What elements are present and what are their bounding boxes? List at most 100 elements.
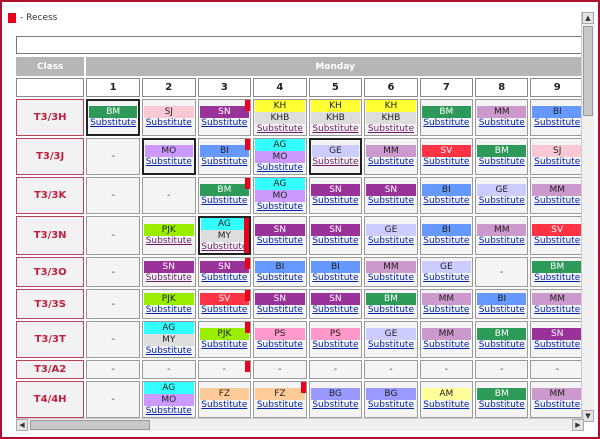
timetable-slot[interactable]: PJK Substitute — [141, 289, 196, 319]
timetable-slot[interactable]: - — [253, 360, 307, 379]
substitute-link[interactable]: Substitute — [423, 196, 470, 206]
timetable-slot[interactable]: MM Substitute — [364, 257, 418, 287]
timetable-slot[interactable]: MO Substitute — [141, 138, 196, 175]
substitute-link[interactable]: Substitute — [534, 236, 581, 246]
timetable-slot[interactable]: GE Substitute — [364, 216, 418, 255]
substitute-link[interactable]: Substitute — [312, 304, 359, 315]
timetable-slot[interactable]: KH KHB Substitute — [308, 99, 363, 136]
substitute-link[interactable]: Substitute — [367, 196, 414, 206]
timetable-slot[interactable]: GE Substitute — [475, 177, 529, 214]
timetable-slot[interactable]: SN Substitute — [253, 216, 307, 255]
substitute-link[interactable]: Substitute — [145, 118, 192, 128]
substitute-link[interactable]: Substitute — [367, 157, 414, 167]
substitute-link[interactable]: Substitute — [312, 272, 359, 283]
substitute-link[interactable]: Substitute — [478, 118, 525, 128]
timetable-slot[interactable]: SN Substitute — [530, 321, 584, 358]
substitute-link[interactable]: Substitute — [312, 340, 359, 350]
timetable-slot[interactable]: MM Substitute — [530, 381, 584, 418]
substitute-link[interactable]: Substitute — [534, 157, 581, 167]
vertical-scroll-thumb[interactable] — [583, 26, 593, 116]
timetable-slot[interactable]: MM Substitute — [364, 138, 418, 175]
substitute-link[interactable]: Substitute — [201, 400, 248, 410]
timetable-slot[interactable]: AG MY Substitute — [197, 216, 252, 255]
timetable-slot[interactable]: - — [86, 138, 140, 175]
timetable-slot[interactable]: GE Substitute — [364, 321, 418, 358]
scroll-right-icon[interactable]: ▶ — [572, 419, 584, 431]
timetable-slot[interactable]: - — [86, 360, 140, 379]
substitute-link[interactable]: Substitute — [367, 304, 414, 315]
timetable-slot[interactable]: - — [364, 360, 418, 379]
substitute-link[interactable]: Substitute — [145, 236, 192, 246]
substitute-link[interactable]: Substitute — [256, 272, 303, 283]
timetable-slot[interactable]: AG MO Substitute — [141, 381, 196, 418]
timetable-slot[interactable]: SV Substitute — [530, 216, 584, 255]
timetable-slot[interactable]: MM Substitute — [530, 289, 584, 319]
timetable-slot[interactable]: KH KHB Substitute — [364, 99, 418, 136]
timetable-slot[interactable]: SJ Substitute — [530, 138, 584, 175]
substitute-link[interactable]: Substitute — [256, 124, 303, 134]
timetable-slot[interactable]: SJ Substitute — [141, 99, 196, 136]
substitute-link[interactable]: Substitute — [367, 236, 414, 246]
timetable-slot[interactable]: PS Substitute — [308, 321, 363, 358]
substitute-link[interactable]: Substitute — [256, 400, 303, 410]
timetable-slot[interactable]: SN Substitute — [253, 289, 307, 319]
timetable-slot[interactable]: MM Substitute — [419, 321, 474, 358]
substitute-link[interactable]: Substitute — [256, 163, 303, 173]
timetable-slot[interactable]: - — [475, 360, 529, 379]
timetable-slot[interactable]: SN Substitute — [308, 216, 363, 255]
substitute-link[interactable]: Substitute — [145, 304, 192, 315]
timetable-slot[interactable]: MM Substitute — [475, 99, 529, 136]
filter-input[interactable] — [16, 36, 588, 54]
substitute-link[interactable]: Substitute — [201, 304, 248, 315]
substitute-link[interactable]: Substitute — [312, 196, 359, 206]
substitute-link[interactable]: Substitute — [534, 272, 581, 283]
substitute-link[interactable]: Substitute — [367, 340, 414, 350]
substitute-link[interactable]: Substitute — [201, 242, 248, 252]
substitute-link[interactable]: Substitute — [423, 400, 470, 410]
timetable-slot[interactable]: AG MY Substitute — [141, 321, 196, 358]
timetable-slot[interactable]: - — [86, 257, 140, 287]
substitute-link[interactable]: Substitute — [145, 346, 192, 356]
timetable-slot[interactable]: MM Substitute — [530, 177, 584, 214]
substitute-link[interactable]: Substitute — [256, 340, 303, 350]
vertical-scrollbar[interactable]: ▲ ▼ — [581, 12, 594, 422]
substitute-link[interactable]: Substitute — [534, 304, 581, 315]
substitute-link[interactable]: Substitute — [145, 157, 192, 167]
substitute-link[interactable]: Substitute — [423, 157, 470, 167]
substitute-link[interactable]: Substitute — [423, 340, 470, 350]
substitute-link[interactable]: Substitute — [367, 124, 414, 134]
substitute-link[interactable]: Substitute — [478, 236, 525, 246]
timetable-slot[interactable]: - — [86, 381, 140, 418]
timetable-slot[interactable]: MM Substitute — [475, 216, 529, 255]
timetable-slot[interactable]: - — [86, 177, 140, 214]
substitute-link[interactable]: Substitute — [423, 118, 470, 128]
scroll-down-icon[interactable]: ▼ — [582, 410, 594, 422]
timetable-slot[interactable]: AG MO Substitute — [253, 138, 307, 175]
substitute-link[interactable]: Substitute — [201, 157, 248, 167]
timetable-slot[interactable]: MM Substitute — [419, 289, 474, 319]
substitute-link[interactable]: Substitute — [478, 304, 525, 315]
timetable-slot[interactable]: PJK Substitute — [197, 321, 252, 358]
substitute-link[interactable]: Substitute — [201, 340, 248, 350]
timetable-slot[interactable]: PS Substitute — [253, 321, 307, 358]
timetable-slot[interactable]: - — [86, 289, 140, 319]
substitute-link[interactable]: Substitute — [478, 340, 525, 350]
timetable-slot[interactable]: - — [475, 257, 529, 287]
substitute-link[interactable]: Substitute — [90, 118, 137, 128]
timetable-slot[interactable]: - — [141, 177, 196, 214]
timetable-slot[interactable]: SV Substitute — [419, 138, 474, 175]
